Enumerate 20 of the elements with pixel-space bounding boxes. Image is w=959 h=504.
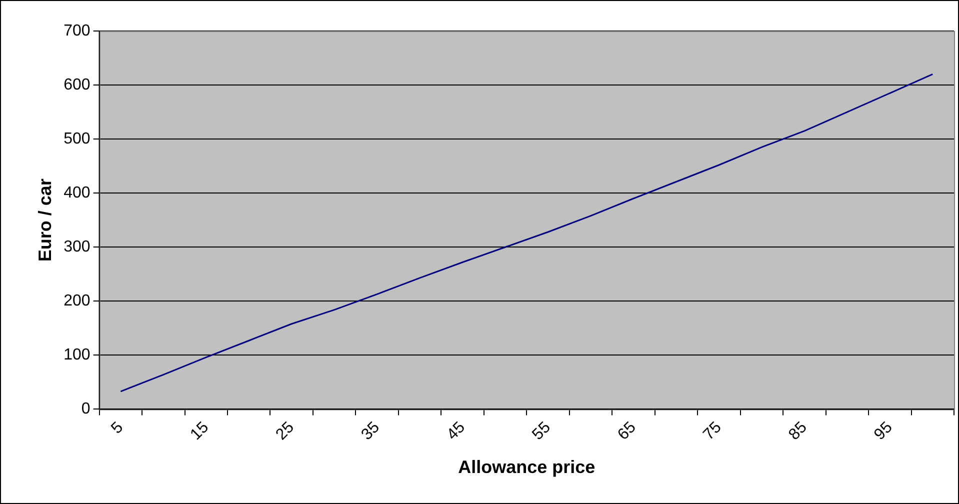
- y-tick-label: 200: [64, 292, 90, 310]
- x-tick-label: 55: [529, 418, 554, 444]
- y-tick-label: 600: [64, 76, 90, 94]
- x-tick-label: 85: [786, 418, 810, 444]
- x-tick-label: 65: [614, 418, 640, 444]
- x-axis-title: Allowance price: [458, 457, 596, 478]
- x-tick-label: 15: [187, 418, 212, 444]
- x-tick-label: 45: [444, 418, 469, 444]
- y-tick-label: 0: [81, 400, 90, 418]
- y-tick-label: 500: [64, 130, 90, 148]
- y-tick-label: 300: [64, 238, 90, 256]
- y-axis-title: Euro / car: [34, 178, 55, 262]
- x-tick-label: 95: [871, 418, 896, 444]
- y-tick-label: 100: [64, 346, 90, 364]
- x-tick-label: 35: [358, 418, 384, 444]
- y-tick-label: 700: [64, 22, 90, 40]
- x-tick-label: 75: [700, 418, 725, 444]
- x-tick-label: 5: [108, 418, 127, 438]
- y-tick-label: 400: [64, 184, 90, 202]
- x-tick-label: 25: [272, 418, 298, 444]
